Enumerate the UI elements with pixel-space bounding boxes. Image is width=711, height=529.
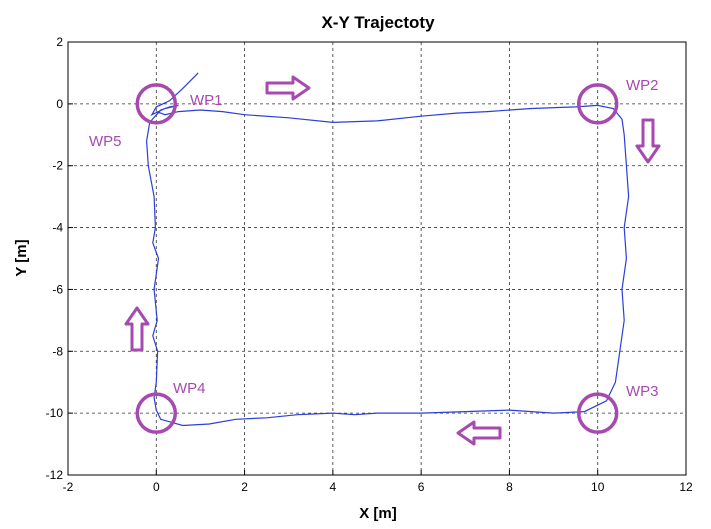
arrow-up-icon [124, 306, 150, 352]
plot-frame [67, 41, 687, 476]
waypoint-circle-wp3 [576, 392, 619, 434]
x-tick-label: 0 [153, 480, 160, 494]
waypoint-label-wp1: WP1 [190, 92, 223, 109]
x-tick-label: 4 [330, 480, 337, 494]
arrow-down-icon [635, 118, 661, 164]
waypoint-circle-wp2 [576, 83, 619, 125]
y-tick-label: 0 [56, 97, 63, 111]
x-tick-label: 8 [506, 480, 513, 494]
waypoint-label-wp5: WP5 [89, 133, 122, 150]
y-tick-label: -6 [52, 282, 63, 296]
y-tick-label: -8 [52, 344, 63, 358]
x-tick-label: 6 [418, 480, 425, 494]
arrow-right-icon [265, 75, 311, 101]
y-axis-ticks: -12 -10 -8 -6 -4 -2 0 2 [46, 35, 73, 482]
waypoint-label-wp2: WP2 [626, 77, 659, 94]
x-axis-ticks: -2 0 2 4 6 8 10 12 [63, 470, 693, 494]
y-axis-label: Y [m] [13, 239, 30, 276]
x-tick-label: 10 [591, 480, 605, 494]
x-tick-label: 12 [679, 480, 693, 494]
waypoint-label-wp4: WP4 [173, 380, 206, 397]
arrow-left-icon [456, 420, 502, 446]
waypoint-markers [135, 83, 619, 434]
y-tick-label: -10 [46, 406, 64, 420]
waypoint-circle-wp1 [135, 83, 178, 125]
y-tick-label: -12 [46, 468, 64, 482]
x-tick-label: -2 [63, 480, 74, 494]
grid-lines [68, 42, 686, 475]
waypoint-circle-wp4 [135, 392, 178, 434]
trajectory-line [145, 72, 630, 427]
x-axis-label: X [m] [359, 505, 397, 522]
y-tick-label: 2 [56, 35, 63, 49]
y-tick-label: -4 [52, 221, 63, 235]
y-tick-label: -2 [52, 159, 63, 173]
waypoint-label-wp3: WP3 [626, 383, 659, 400]
chart-title: X-Y Trajectoty [321, 13, 435, 32]
x-tick-label: 2 [241, 480, 248, 494]
